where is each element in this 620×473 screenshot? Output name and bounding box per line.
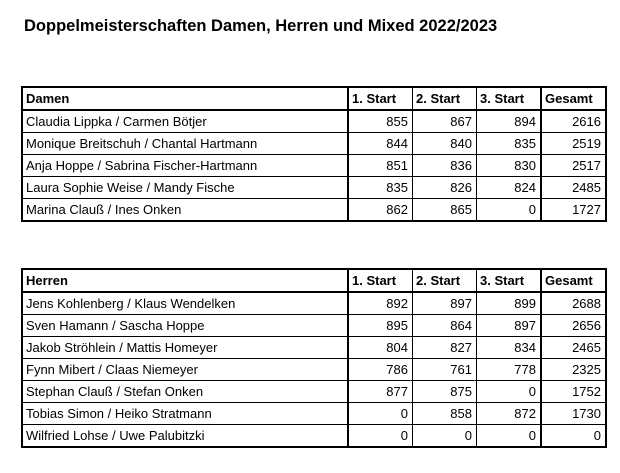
total-cell: 2465 <box>540 336 607 359</box>
score-cell: 0 <box>476 424 542 448</box>
score-cell: 0 <box>347 402 413 425</box>
score-cell: 844 <box>347 132 413 155</box>
header-cell-start-2: 2. Start <box>412 86 477 111</box>
pair-name-cell: Anja Hoppe / Sabrina Fischer-Hartmann <box>21 154 349 177</box>
score-cell: 824 <box>476 176 542 199</box>
damen-table: Damen 1. Start 2. Start 3. Start Gesamt … <box>21 86 607 222</box>
score-cell: 865 <box>412 198 477 222</box>
herren-table: Herren 1. Start 2. Start 3. Start Gesamt… <box>21 268 607 448</box>
table-row: Wilfried Lohse / Uwe Palubitzki 0 0 0 0 <box>21 424 607 448</box>
score-cell: 826 <box>412 176 477 199</box>
score-cell: 899 <box>476 291 542 315</box>
score-cell: 840 <box>412 132 477 155</box>
header-cell-start-3: 3. Start <box>476 268 542 293</box>
score-cell: 761 <box>412 358 477 381</box>
score-cell: 855 <box>347 109 413 133</box>
table-header-row: Herren 1. Start 2. Start 3. Start Gesamt <box>21 268 607 293</box>
header-cell-category: Damen <box>21 86 349 111</box>
header-cell-start-3: 3. Start <box>476 86 542 111</box>
score-cell: 0 <box>476 198 542 222</box>
header-cell-start-1: 1. Start <box>347 268 413 293</box>
score-cell: 895 <box>347 314 413 337</box>
score-cell: 894 <box>476 109 542 133</box>
header-cell-category: Herren <box>21 268 349 293</box>
total-cell: 0 <box>540 424 607 448</box>
score-cell: 877 <box>347 380 413 403</box>
score-cell: 867 <box>412 109 477 133</box>
score-cell: 836 <box>412 154 477 177</box>
page-title: Doppelmeisterschaften Damen, Herren und … <box>24 17 498 35</box>
table-row: Stephan Clauß / Stefan Onken 877 875 0 1… <box>21 380 607 403</box>
score-cell: 778 <box>476 358 542 381</box>
score-cell: 0 <box>347 424 413 448</box>
table-row: Anja Hoppe / Sabrina Fischer-Hartmann 85… <box>21 154 607 177</box>
pair-name-cell: Fynn Mibert / Claas Niemeyer <box>21 358 349 381</box>
table-row: Jakob Ströhlein / Mattis Homeyer 804 827… <box>21 336 607 359</box>
total-cell: 2616 <box>540 109 607 133</box>
total-cell: 1730 <box>540 402 607 425</box>
table-row: Fynn Mibert / Claas Niemeyer 786 761 778… <box>21 358 607 381</box>
score-cell: 892 <box>347 291 413 315</box>
score-cell: 875 <box>412 380 477 403</box>
total-cell: 2519 <box>540 132 607 155</box>
pair-name-cell: Wilfried Lohse / Uwe Palubitzki <box>21 424 349 448</box>
pair-name-cell: Claudia Lippka / Carmen Bötjer <box>21 109 349 133</box>
pair-name-cell: Tobias Simon / Heiko Stratmann <box>21 402 349 425</box>
total-cell: 2688 <box>540 291 607 315</box>
pair-name-cell: Stephan Clauß / Stefan Onken <box>21 380 349 403</box>
total-cell: 2656 <box>540 314 607 337</box>
table-row: Marina Clauß / Ines Onken 862 865 0 1727 <box>21 198 607 222</box>
pair-name-cell: Laura Sophie Weise / Mandy Fische <box>21 176 349 199</box>
header-cell-total: Gesamt <box>540 268 607 293</box>
score-cell: 827 <box>412 336 477 359</box>
total-cell: 2325 <box>540 358 607 381</box>
score-cell: 851 <box>347 154 413 177</box>
table-row: Claudia Lippka / Carmen Bötjer 855 867 8… <box>21 109 607 133</box>
table-row: Monique Breitschuh / Chantal Hartmann 84… <box>21 132 607 155</box>
score-cell: 835 <box>476 132 542 155</box>
score-cell: 786 <box>347 358 413 381</box>
pair-name-cell: Marina Clauß / Ines Onken <box>21 198 349 222</box>
score-cell: 897 <box>476 314 542 337</box>
pair-name-cell: Sven Hamann / Sascha Hoppe <box>21 314 349 337</box>
score-cell: 858 <box>412 402 477 425</box>
table-row: Laura Sophie Weise / Mandy Fische 835 82… <box>21 176 607 199</box>
total-cell: 2485 <box>540 176 607 199</box>
header-cell-start-1: 1. Start <box>347 86 413 111</box>
pair-name-cell: Monique Breitschuh / Chantal Hartmann <box>21 132 349 155</box>
table-row: Sven Hamann / Sascha Hoppe 895 864 897 2… <box>21 314 607 337</box>
table-row: Tobias Simon / Heiko Stratmann 0 858 872… <box>21 402 607 425</box>
score-cell: 862 <box>347 198 413 222</box>
pair-name-cell: Jakob Ströhlein / Mattis Homeyer <box>21 336 349 359</box>
table-header-row: Damen 1. Start 2. Start 3. Start Gesamt <box>21 86 607 111</box>
score-cell: 864 <box>412 314 477 337</box>
total-cell: 2517 <box>540 154 607 177</box>
score-cell: 0 <box>412 424 477 448</box>
header-cell-total: Gesamt <box>540 86 607 111</box>
score-cell: 830 <box>476 154 542 177</box>
total-cell: 1727 <box>540 198 607 222</box>
score-cell: 897 <box>412 291 477 315</box>
score-cell: 0 <box>476 380 542 403</box>
pair-name-cell: Jens Kohlenberg / Klaus Wendelken <box>21 291 349 315</box>
header-cell-start-2: 2. Start <box>412 268 477 293</box>
total-cell: 1752 <box>540 380 607 403</box>
score-cell: 835 <box>347 176 413 199</box>
table-row: Jens Kohlenberg / Klaus Wendelken 892 89… <box>21 291 607 315</box>
score-cell: 872 <box>476 402 542 425</box>
score-cell: 834 <box>476 336 542 359</box>
score-cell: 804 <box>347 336 413 359</box>
